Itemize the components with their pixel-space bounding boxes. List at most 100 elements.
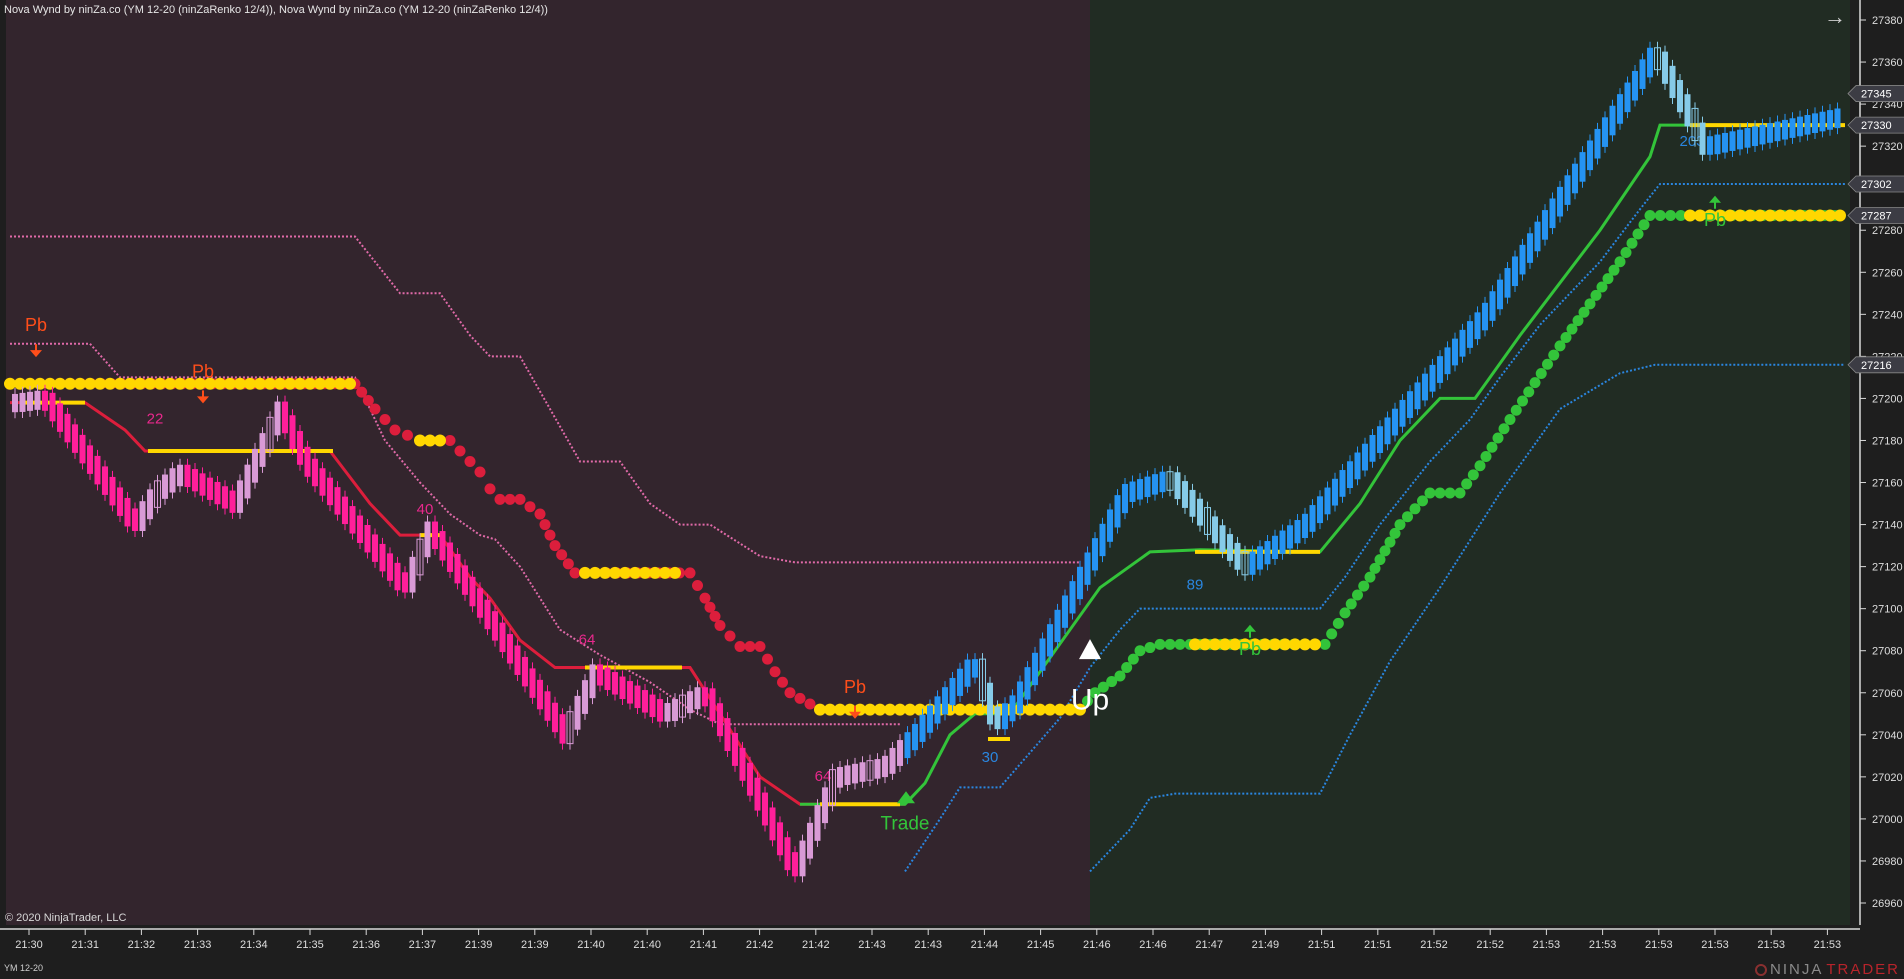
annotation-count_bull: 89	[1187, 577, 1204, 594]
annotation-count_bear: 64	[579, 631, 596, 648]
dot-yellow	[639, 566, 651, 579]
time-tick-label: 21:53	[1645, 939, 1673, 951]
dot-yellow	[314, 377, 326, 390]
dot-yellow	[1229, 638, 1241, 651]
dot-yellow	[1814, 209, 1826, 222]
time-tick-label: 21:35	[296, 939, 324, 951]
annotation-trade_signal: Trade	[881, 813, 930, 834]
dot-yellow	[84, 377, 96, 390]
dot-yellow	[114, 377, 126, 390]
candles	[12, 41, 1841, 883]
dot-yellow	[1289, 638, 1301, 651]
time-tick-label: 21:53	[1589, 939, 1617, 951]
price-tick-label: 27060	[1872, 688, 1903, 700]
time-tick-label: 21:40	[577, 939, 605, 951]
bull-band-upper	[904, 182, 1845, 873]
dot-yellow	[1714, 209, 1726, 222]
arrow-up-icon	[1244, 624, 1256, 638]
annotation-count_bear: 64	[815, 768, 832, 785]
annotation-count_bull: 30	[982, 749, 999, 766]
price-marker-tag	[1847, 85, 1904, 102]
dot-yellow	[1239, 638, 1251, 651]
dot-yellow	[1824, 209, 1836, 222]
time-tick-label: 21:42	[802, 939, 830, 951]
dot-yellow	[1249, 638, 1261, 651]
dot-yellow	[1074, 703, 1086, 716]
price-tick-label: 27100	[1872, 604, 1903, 616]
dot-yellow	[894, 703, 906, 716]
time-tick-label: 21:39	[521, 939, 549, 951]
time-axis[interactable]: 21:30 21:31 21:32 21:33 21:34 21:35 21:36 21:37…	[15, 929, 1841, 951]
price-axis[interactable]: 2738027360273402732027300272802726027240…	[1847, 15, 1904, 910]
dot-yellow	[324, 377, 336, 390]
dot-yellow	[1734, 209, 1746, 222]
dot-yellow	[1744, 209, 1756, 222]
time-tick-label: 21:45	[1027, 939, 1055, 951]
dot-yellow	[659, 566, 671, 579]
logo-ninja-text: NINJA	[1769, 961, 1824, 978]
price-tick-label: 27280	[1872, 225, 1903, 237]
arrow-down-icon	[30, 344, 42, 358]
dot-yellow	[1034, 703, 1046, 716]
dot-yellow	[254, 377, 266, 390]
dot-yellow	[864, 703, 876, 716]
price-tick-label: 27240	[1872, 309, 1903, 321]
price-marker-value: 27216	[1861, 360, 1892, 372]
time-tick-label: 21:53	[1533, 939, 1561, 951]
price-tick-label: 27380	[1872, 15, 1903, 27]
price-tick-label: 27020	[1872, 772, 1903, 784]
dot-yellow	[814, 703, 826, 716]
dot-yellow	[74, 377, 86, 390]
dot-yellow	[214, 377, 226, 390]
time-tick-label: 21:53	[1814, 939, 1842, 951]
dot-yellow	[1209, 638, 1221, 651]
time-tick-label: 21:52	[1476, 939, 1504, 951]
ninjatrader-logo: NINJA TRADER	[1754, 961, 1900, 978]
dot-yellow	[1784, 209, 1796, 222]
dot-yellow	[244, 377, 256, 390]
price-marker-value: 27287	[1861, 211, 1892, 223]
dot-yellow	[824, 703, 836, 716]
time-tick-label: 21:44	[971, 939, 999, 951]
trend-up-triangle-icon	[1079, 639, 1101, 660]
price-tick-label: 27340	[1872, 99, 1903, 111]
dot-yellow	[184, 377, 196, 390]
dot-yellow	[204, 377, 216, 390]
dot-yellow	[884, 703, 896, 716]
arrow-down-icon	[197, 390, 209, 404]
bull-band-lower	[1089, 363, 1845, 873]
time-tick-label: 21:49	[1252, 939, 1280, 951]
bear-band-upper	[10, 235, 1080, 564]
time-tick-label: 21:46	[1083, 939, 1111, 951]
dot-yellow	[14, 377, 26, 390]
dot-yellow	[589, 566, 601, 579]
dot-yellow	[294, 377, 306, 390]
scroll-to-latest-arrow-icon[interactable]: →	[1824, 4, 1846, 29]
dot-yellow	[1054, 703, 1066, 716]
price-tick-label: 27320	[1872, 141, 1903, 153]
dot-yellow	[4, 377, 16, 390]
dot-yellow	[1804, 209, 1816, 222]
dot-yellow	[174, 377, 186, 390]
dot-yellow	[1199, 638, 1211, 651]
time-tick-label: 21:53	[1701, 939, 1729, 951]
dot-yellow	[224, 377, 236, 390]
dot-yellow	[1279, 638, 1291, 651]
annotation-count_bear: 22	[147, 411, 164, 428]
time-tick-label: 21:39	[465, 939, 493, 951]
price-tick-label: 27120	[1872, 562, 1903, 574]
dot-yellow	[154, 377, 166, 390]
price-tick-label: 27080	[1872, 646, 1903, 658]
price-marker-value: 27330	[1861, 120, 1892, 132]
dot-yellow	[24, 377, 36, 390]
time-tick-label: 21:47	[1195, 939, 1223, 951]
dot-yellow	[1794, 209, 1806, 222]
dot-yellow	[194, 377, 206, 390]
bear-band-lower	[10, 342, 900, 726]
price-marker-tag	[1847, 207, 1904, 224]
price-tick-label: 27000	[1872, 814, 1903, 826]
dot-yellow	[1309, 638, 1321, 651]
dot-yellow	[94, 377, 106, 390]
